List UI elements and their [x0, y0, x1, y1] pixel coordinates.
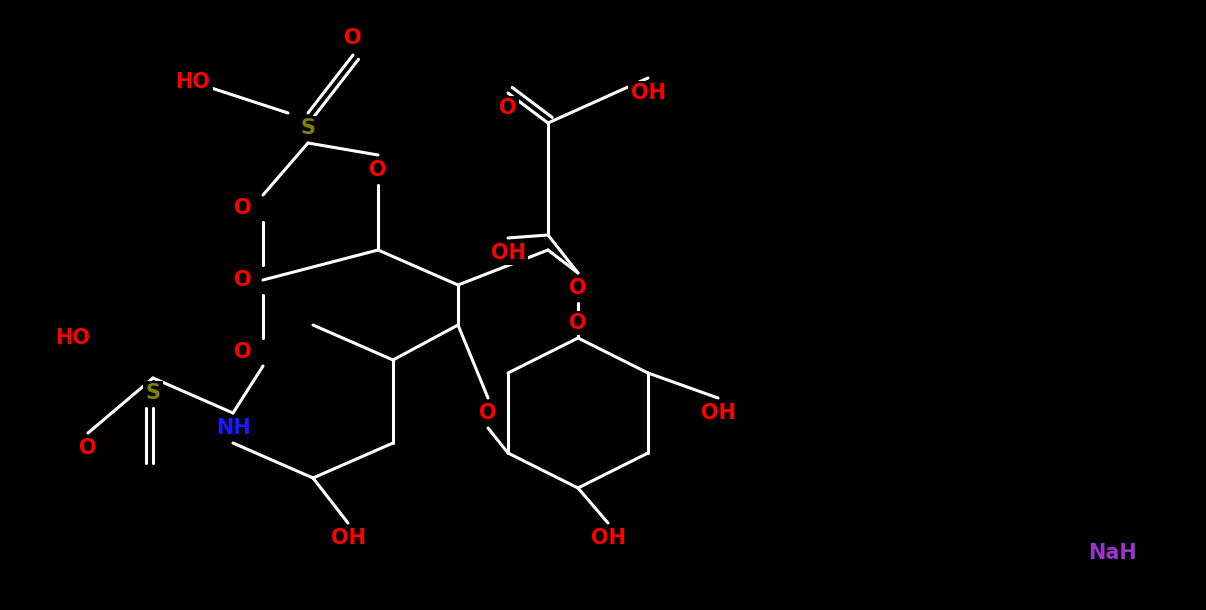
Text: HO: HO	[55, 328, 90, 348]
Text: OH: OH	[591, 528, 626, 548]
Text: O: O	[569, 278, 587, 298]
Text: HO: HO	[176, 72, 211, 92]
Text: S: S	[300, 118, 316, 138]
Text: O: O	[234, 342, 252, 362]
Text: O: O	[234, 198, 252, 218]
Text: O: O	[234, 270, 252, 290]
Text: O: O	[569, 313, 587, 333]
Text: OH: OH	[491, 243, 526, 263]
Text: O: O	[499, 98, 517, 118]
Text: OH: OH	[631, 83, 666, 103]
Text: O: O	[479, 403, 497, 423]
Text: O: O	[369, 160, 387, 180]
Text: NaH: NaH	[1089, 543, 1137, 563]
Text: O: O	[80, 438, 96, 458]
Text: NH: NH	[216, 418, 251, 438]
Text: O: O	[344, 28, 362, 48]
Text: S: S	[146, 383, 160, 403]
Text: OH: OH	[330, 528, 365, 548]
Text: OH: OH	[701, 403, 736, 423]
